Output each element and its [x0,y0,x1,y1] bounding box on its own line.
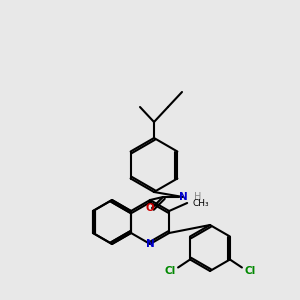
Text: N: N [146,239,154,249]
Text: N: N [178,192,188,202]
Text: Cl: Cl [244,266,256,277]
Text: H: H [194,192,202,202]
Text: O: O [146,203,154,213]
Text: Cl: Cl [164,266,176,277]
Text: CH₃: CH₃ [192,199,209,208]
